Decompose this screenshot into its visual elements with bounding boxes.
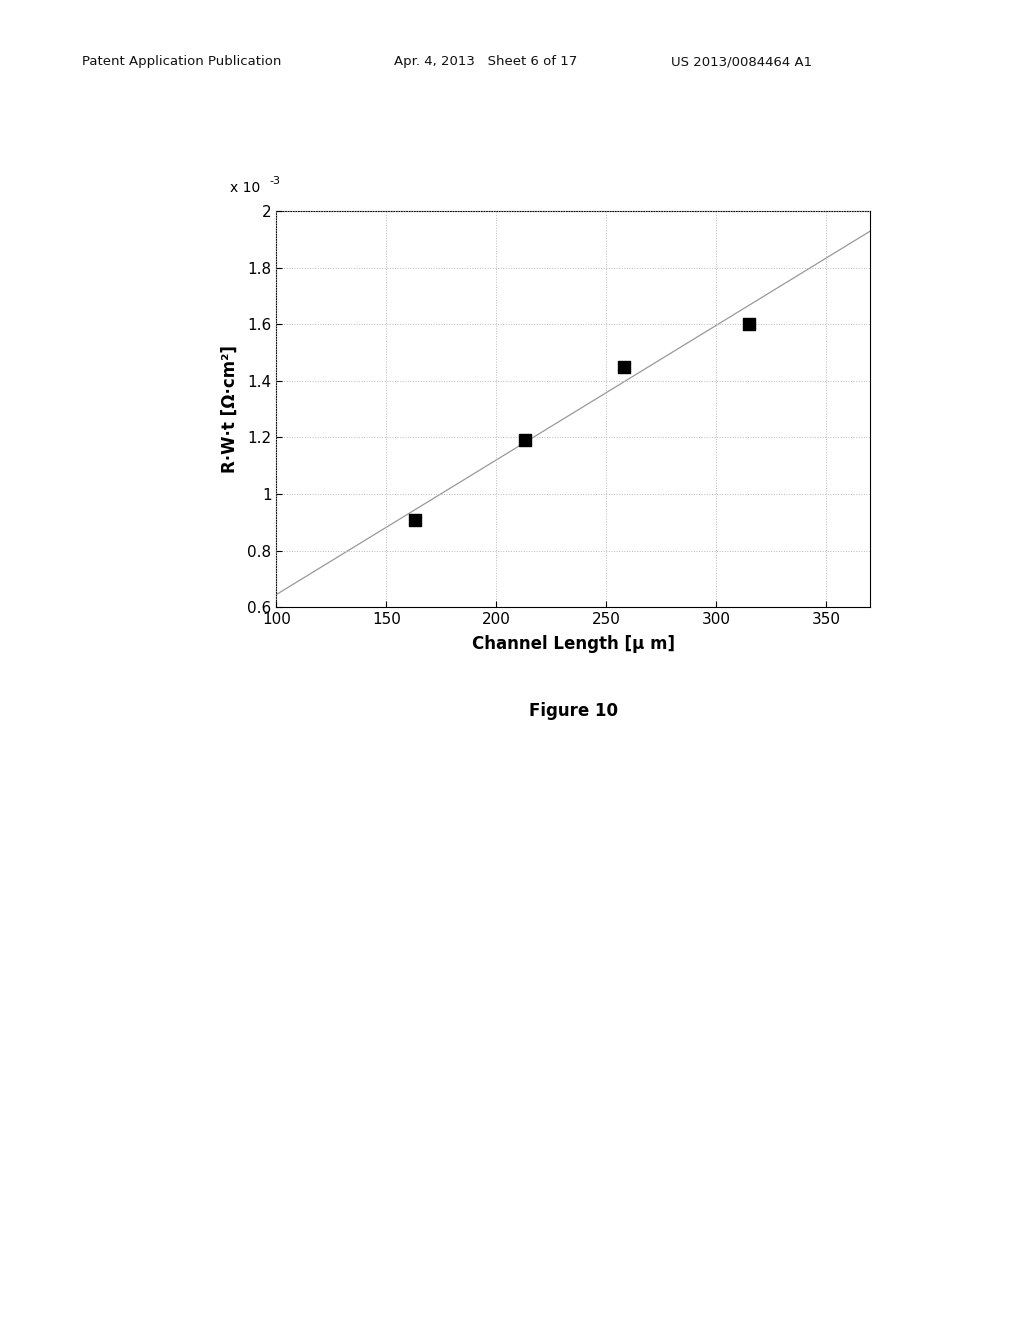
Text: x 10: x 10 bbox=[230, 181, 261, 195]
Point bbox=[615, 356, 632, 378]
Text: Apr. 4, 2013   Sheet 6 of 17: Apr. 4, 2013 Sheet 6 of 17 bbox=[394, 55, 578, 69]
Point bbox=[407, 510, 423, 531]
Point bbox=[741, 314, 758, 335]
Point bbox=[517, 430, 534, 451]
Text: Patent Application Publication: Patent Application Publication bbox=[82, 55, 282, 69]
Y-axis label: R·W·t [Ω·cm²]: R·W·t [Ω·cm²] bbox=[221, 346, 239, 473]
X-axis label: Channel Length [μ m]: Channel Length [μ m] bbox=[472, 635, 675, 653]
Text: US 2013/0084464 A1: US 2013/0084464 A1 bbox=[671, 55, 812, 69]
Text: Figure 10: Figure 10 bbox=[529, 702, 617, 721]
Text: -3: -3 bbox=[269, 176, 281, 186]
